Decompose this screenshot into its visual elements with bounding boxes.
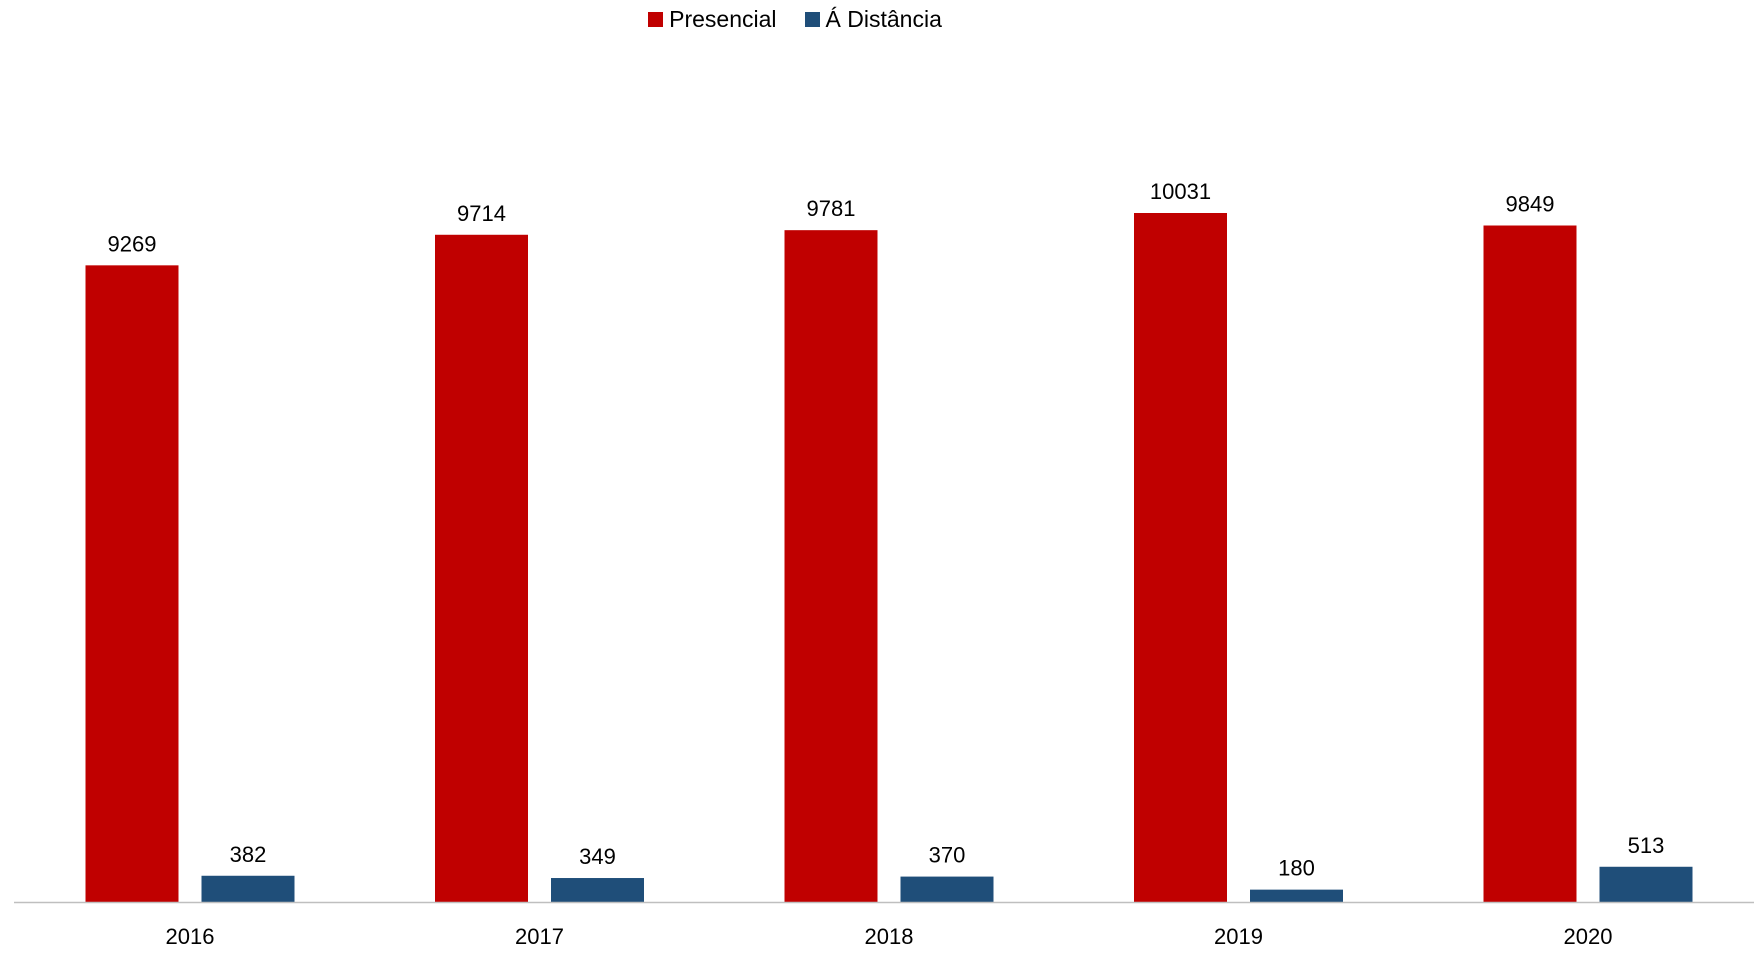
bar-a-distancia-2018[interactable] — [900, 876, 994, 902]
x-tick-label-2020: 2020 — [1564, 924, 1613, 949]
bar-a-distancia-2019[interactable] — [1250, 889, 1343, 902]
x-tick-label-2017: 2017 — [515, 924, 564, 949]
legend-swatch-a-distancia — [804, 12, 820, 27]
legend-item-a-distancia[interactable]: Á Distância — [804, 6, 942, 33]
bar-a-distancia-2020[interactable] — [1599, 866, 1693, 902]
value-label-presencial-2019: 10031 — [1150, 179, 1211, 204]
value-labels-group: 9269 382 9714 349 9781 370 10031 180 9849 513 — [108, 179, 1665, 881]
value-label-a-distancia-2017: 349 — [579, 844, 616, 869]
bar-presencial-2016[interactable] — [85, 265, 179, 902]
bars-group — [85, 213, 1693, 903]
legend-label-presencial: Presencial — [669, 6, 777, 32]
bar-presencial-2017[interactable] — [435, 234, 528, 902]
x-tick-label-2019: 2019 — [1214, 924, 1263, 949]
legend-swatch-presencial — [648, 12, 664, 27]
x-tick-labels-group: 2016 2017 2018 2019 2020 — [166, 924, 1613, 949]
x-tick-label-2016: 2016 — [166, 924, 215, 949]
bar-presencial-2018[interactable] — [784, 230, 878, 903]
bar-a-distancia-2016[interactable] — [201, 875, 295, 902]
legend-label-a-distancia: Á Distância — [825, 6, 942, 32]
value-label-a-distancia-2016: 382 — [230, 842, 267, 867]
value-label-presencial-2018: 9781 — [807, 196, 856, 221]
value-label-a-distancia-2020: 513 — [1628, 833, 1665, 858]
bar-a-distancia-2017[interactable] — [551, 878, 644, 902]
legend-item-presencial[interactable]: Presencial — [648, 6, 777, 33]
value-label-a-distancia-2018: 370 — [929, 843, 966, 868]
legend: Presencial Á Distância — [0, 6, 1590, 33]
value-label-presencial-2017: 9714 — [457, 201, 506, 226]
x-tick-label-2018: 2018 — [865, 924, 914, 949]
bar-presencial-2019[interactable] — [1134, 213, 1227, 902]
value-label-presencial-2016: 9269 — [108, 231, 157, 256]
value-label-presencial-2020: 9849 — [1506, 192, 1555, 217]
value-label-a-distancia-2019: 180 — [1278, 856, 1315, 881]
bar-presencial-2020[interactable] — [1483, 225, 1577, 903]
